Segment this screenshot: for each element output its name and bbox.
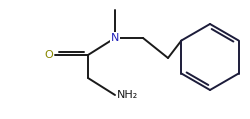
Text: NH₂: NH₂ <box>116 90 138 100</box>
Text: N: N <box>110 33 119 43</box>
Text: O: O <box>44 50 53 60</box>
